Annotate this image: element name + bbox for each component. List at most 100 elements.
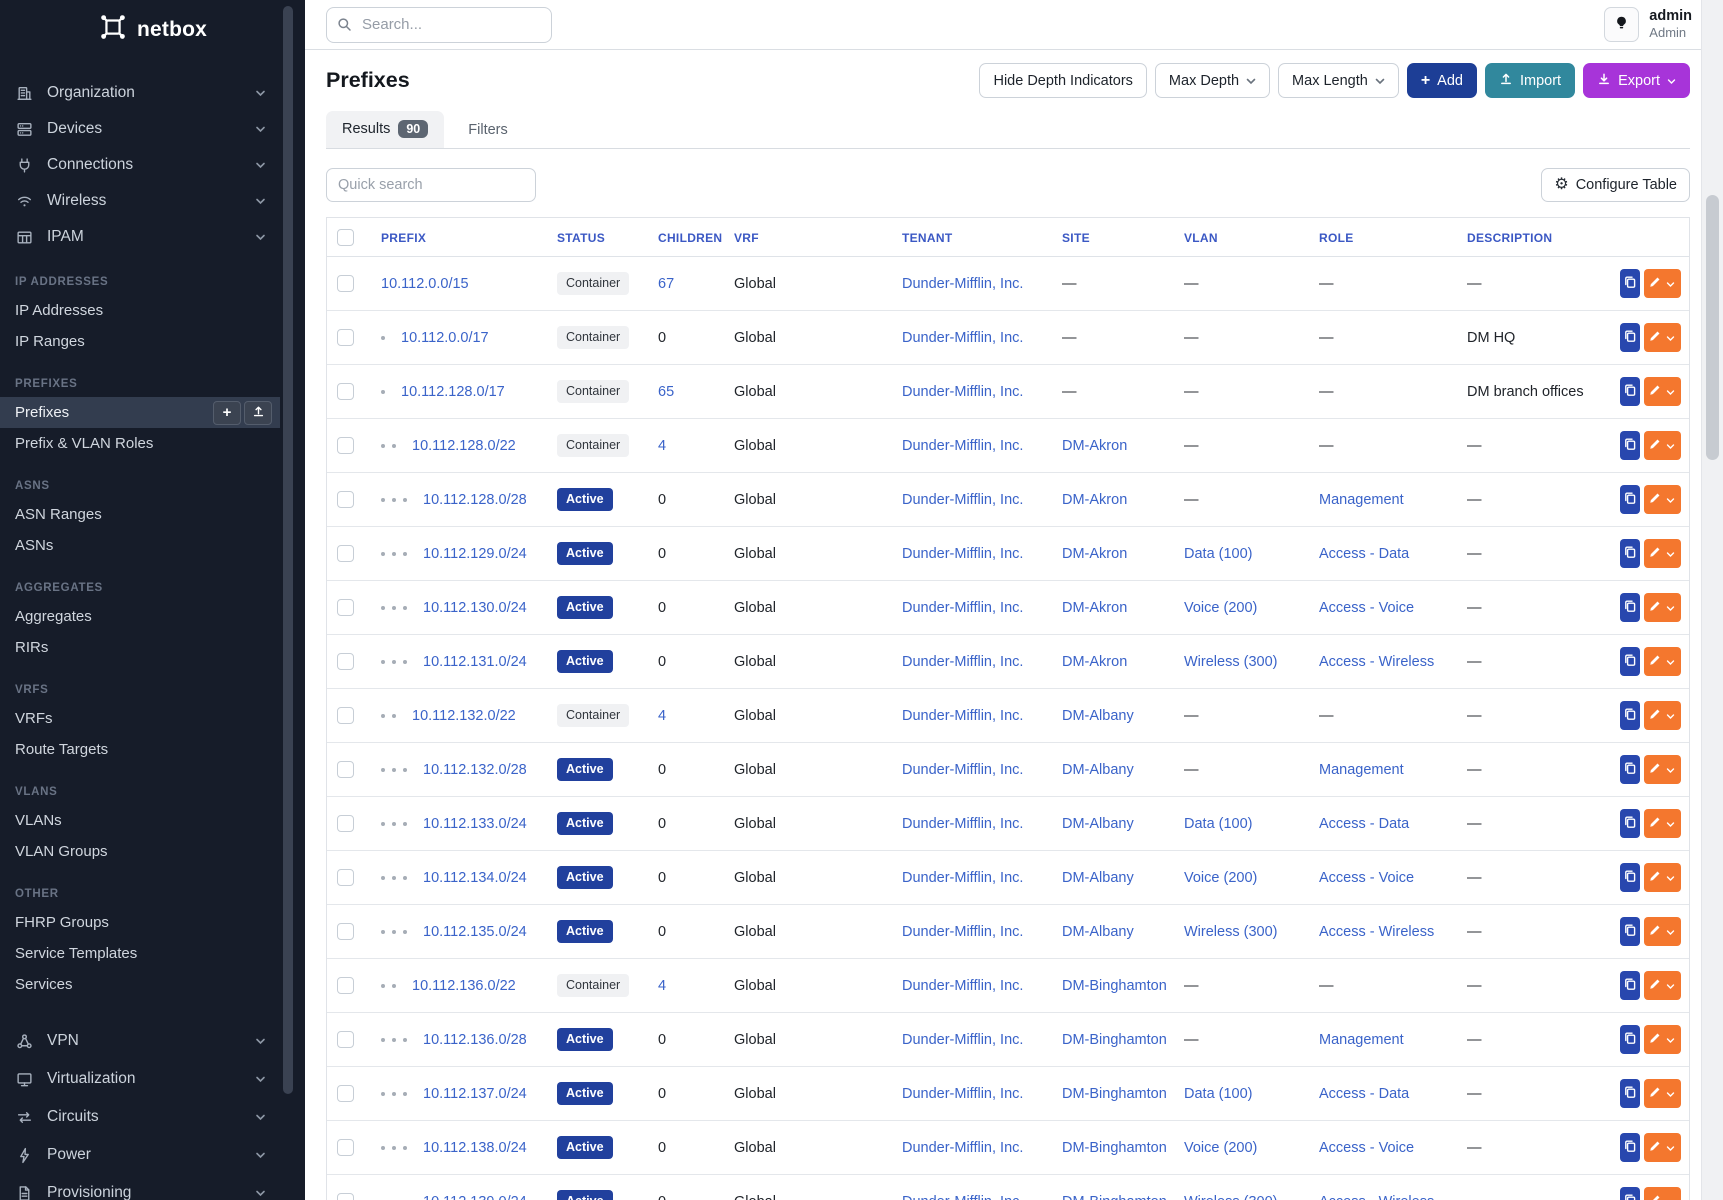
column-header-vlan[interactable]: VLAN [1176, 218, 1311, 257]
sidebar-item-rirs[interactable]: RIRs [0, 632, 280, 663]
clone-button[interactable] [1620, 1079, 1640, 1108]
sidebar-item-aggregates[interactable]: Aggregates [0, 601, 280, 632]
edit-button[interactable] [1643, 1187, 1681, 1200]
prefix-link[interactable]: 10.112.128.0/28 [423, 491, 527, 508]
site-link[interactable]: DM-Akron [1062, 545, 1128, 562]
tenant-link[interactable]: Dunder-Mifflin, Inc. [902, 707, 1024, 724]
theme-toggle-button[interactable] [1604, 7, 1640, 42]
vlan-link[interactable]: Voice (200) [1184, 1139, 1258, 1156]
role-link[interactable]: Management [1319, 1031, 1404, 1048]
sidebar-item-asns[interactable]: ASNs [0, 530, 280, 561]
clone-button[interactable] [1620, 755, 1640, 784]
edit-button[interactable] [1643, 755, 1681, 784]
clone-button[interactable] [1620, 647, 1640, 676]
children-count-link[interactable]: 4 [658, 437, 667, 454]
sidebar-scrollbar[interactable] [283, 6, 293, 1094]
prefix-link[interactable]: 10.112.0.0/15 [381, 275, 469, 292]
role-link[interactable]: Access - Data [1319, 815, 1410, 832]
edit-button[interactable] [1643, 863, 1681, 892]
tenant-link[interactable]: Dunder-Mifflin, Inc. [902, 1031, 1024, 1048]
tenant-link[interactable]: Dunder-Mifflin, Inc. [902, 599, 1024, 616]
tenant-link[interactable]: Dunder-Mifflin, Inc. [902, 275, 1024, 292]
prefix-link[interactable]: 10.112.137.0/24 [423, 1085, 527, 1102]
row-checkbox[interactable] [337, 599, 354, 616]
edit-button[interactable] [1643, 701, 1681, 730]
site-link[interactable]: DM-Albany [1062, 869, 1134, 886]
vlan-link[interactable]: Data (100) [1184, 545, 1253, 562]
page-scrollbar-thumb[interactable] [1706, 195, 1719, 460]
prefix-link[interactable]: 10.112.139.0/24 [423, 1194, 527, 1200]
prefix-link[interactable]: 10.112.129.0/24 [423, 545, 527, 562]
sidebar-item-power[interactable]: Power [0, 1136, 280, 1174]
sidebar-item-route-targets[interactable]: Route Targets [0, 734, 280, 765]
sidebar-item-ip-addresses[interactable]: IP Addresses [0, 295, 280, 326]
clone-button[interactable] [1620, 1025, 1640, 1054]
prefix-link[interactable]: 10.112.130.0/24 [423, 599, 527, 616]
clone-button[interactable] [1620, 269, 1640, 298]
tenant-link[interactable]: Dunder-Mifflin, Inc. [902, 383, 1024, 400]
tenant-link[interactable]: Dunder-Mifflin, Inc. [902, 1085, 1024, 1102]
vlan-link[interactable]: Data (100) [1184, 815, 1253, 832]
site-link[interactable]: DM-Akron [1062, 491, 1128, 508]
tenant-link[interactable]: Dunder-Mifflin, Inc. [902, 977, 1024, 994]
tenant-link[interactable]: Dunder-Mifflin, Inc. [902, 329, 1024, 346]
column-header-tenant[interactable]: TENANT [894, 218, 1054, 257]
site-link[interactable]: DM-Binghamton [1062, 1031, 1167, 1048]
user-menu[interactable]: admin Admin [1649, 8, 1692, 41]
edit-button[interactable] [1643, 539, 1681, 568]
role-link[interactable]: Access - Wireless [1319, 653, 1435, 670]
vlan-link[interactable]: Wireless (300) [1184, 923, 1278, 940]
sidebar-item-asn-ranges[interactable]: ASN Ranges [0, 499, 280, 530]
clone-button[interactable] [1620, 809, 1640, 838]
edit-button[interactable] [1643, 377, 1681, 406]
import-button[interactable]: Import [1484, 63, 1576, 98]
role-link[interactable]: Access - Voice [1319, 869, 1415, 886]
site-link[interactable]: DM-Akron [1062, 599, 1128, 616]
page-scrollbar[interactable] [1701, 0, 1723, 1200]
site-link[interactable]: DM-Akron [1062, 653, 1128, 670]
row-checkbox[interactable] [337, 437, 354, 454]
row-checkbox[interactable] [337, 383, 354, 400]
column-header-site[interactable]: SITE [1054, 218, 1176, 257]
max-depth-dropdown[interactable]: Max Depth [1154, 63, 1271, 98]
tenant-link[interactable]: Dunder-Mifflin, Inc. [902, 437, 1024, 454]
clone-button[interactable] [1620, 971, 1640, 1000]
sidebar-item-devices[interactable]: Devices [0, 111, 280, 147]
tenant-link[interactable]: Dunder-Mifflin, Inc. [902, 761, 1024, 778]
quick-search-input[interactable] [326, 168, 536, 202]
export-dropdown[interactable]: Export [1583, 63, 1690, 98]
sidebar-item-ipam[interactable]: IPAM [0, 219, 280, 255]
prefix-link[interactable]: 10.112.128.0/22 [412, 437, 516, 454]
edit-button[interactable] [1643, 971, 1681, 1000]
clone-button[interactable] [1620, 863, 1640, 892]
sidebar-item-circuits[interactable]: Circuits [0, 1098, 280, 1136]
children-count-link[interactable]: 67 [658, 275, 675, 292]
prefix-link[interactable]: 10.112.131.0/24 [423, 653, 527, 670]
edit-button[interactable] [1643, 593, 1681, 622]
role-link[interactable]: Access - Data [1319, 545, 1410, 562]
sidebar-item-service-templates[interactable]: Service Templates [0, 938, 280, 969]
children-count-link[interactable]: 4 [658, 707, 667, 724]
edit-button[interactable] [1643, 809, 1681, 838]
role-link[interactable]: Access - Voice [1319, 1139, 1415, 1156]
site-link[interactable]: DM-Binghamton [1062, 1085, 1167, 1102]
prefix-link[interactable]: 10.112.128.0/17 [401, 383, 505, 400]
edit-button[interactable] [1643, 323, 1681, 352]
sidebar-item-provisioning[interactable]: Provisioning [0, 1174, 280, 1200]
row-checkbox[interactable] [337, 1139, 354, 1156]
vlan-link[interactable]: Voice (200) [1184, 869, 1258, 886]
role-link[interactable]: Access - Data [1319, 1085, 1410, 1102]
site-link[interactable]: DM-Albany [1062, 707, 1134, 724]
sidebar-item-ip-ranges[interactable]: IP Ranges [0, 326, 280, 357]
vlan-link[interactable]: Data (100) [1184, 1085, 1253, 1102]
row-checkbox[interactable] [337, 707, 354, 724]
select-all-checkbox[interactable] [337, 229, 354, 246]
tenant-link[interactable]: Dunder-Mifflin, Inc. [902, 545, 1024, 562]
vlan-link[interactable]: Voice (200) [1184, 599, 1258, 616]
edit-button[interactable] [1643, 485, 1681, 514]
configure-table-button[interactable]: ⚙ Configure Table [1541, 168, 1690, 202]
prefix-link[interactable]: 10.112.132.0/22 [412, 707, 516, 724]
row-checkbox[interactable] [337, 545, 354, 562]
column-header-status[interactable]: STATUS [549, 218, 650, 257]
prefix-link[interactable]: 10.112.133.0/24 [423, 815, 527, 832]
